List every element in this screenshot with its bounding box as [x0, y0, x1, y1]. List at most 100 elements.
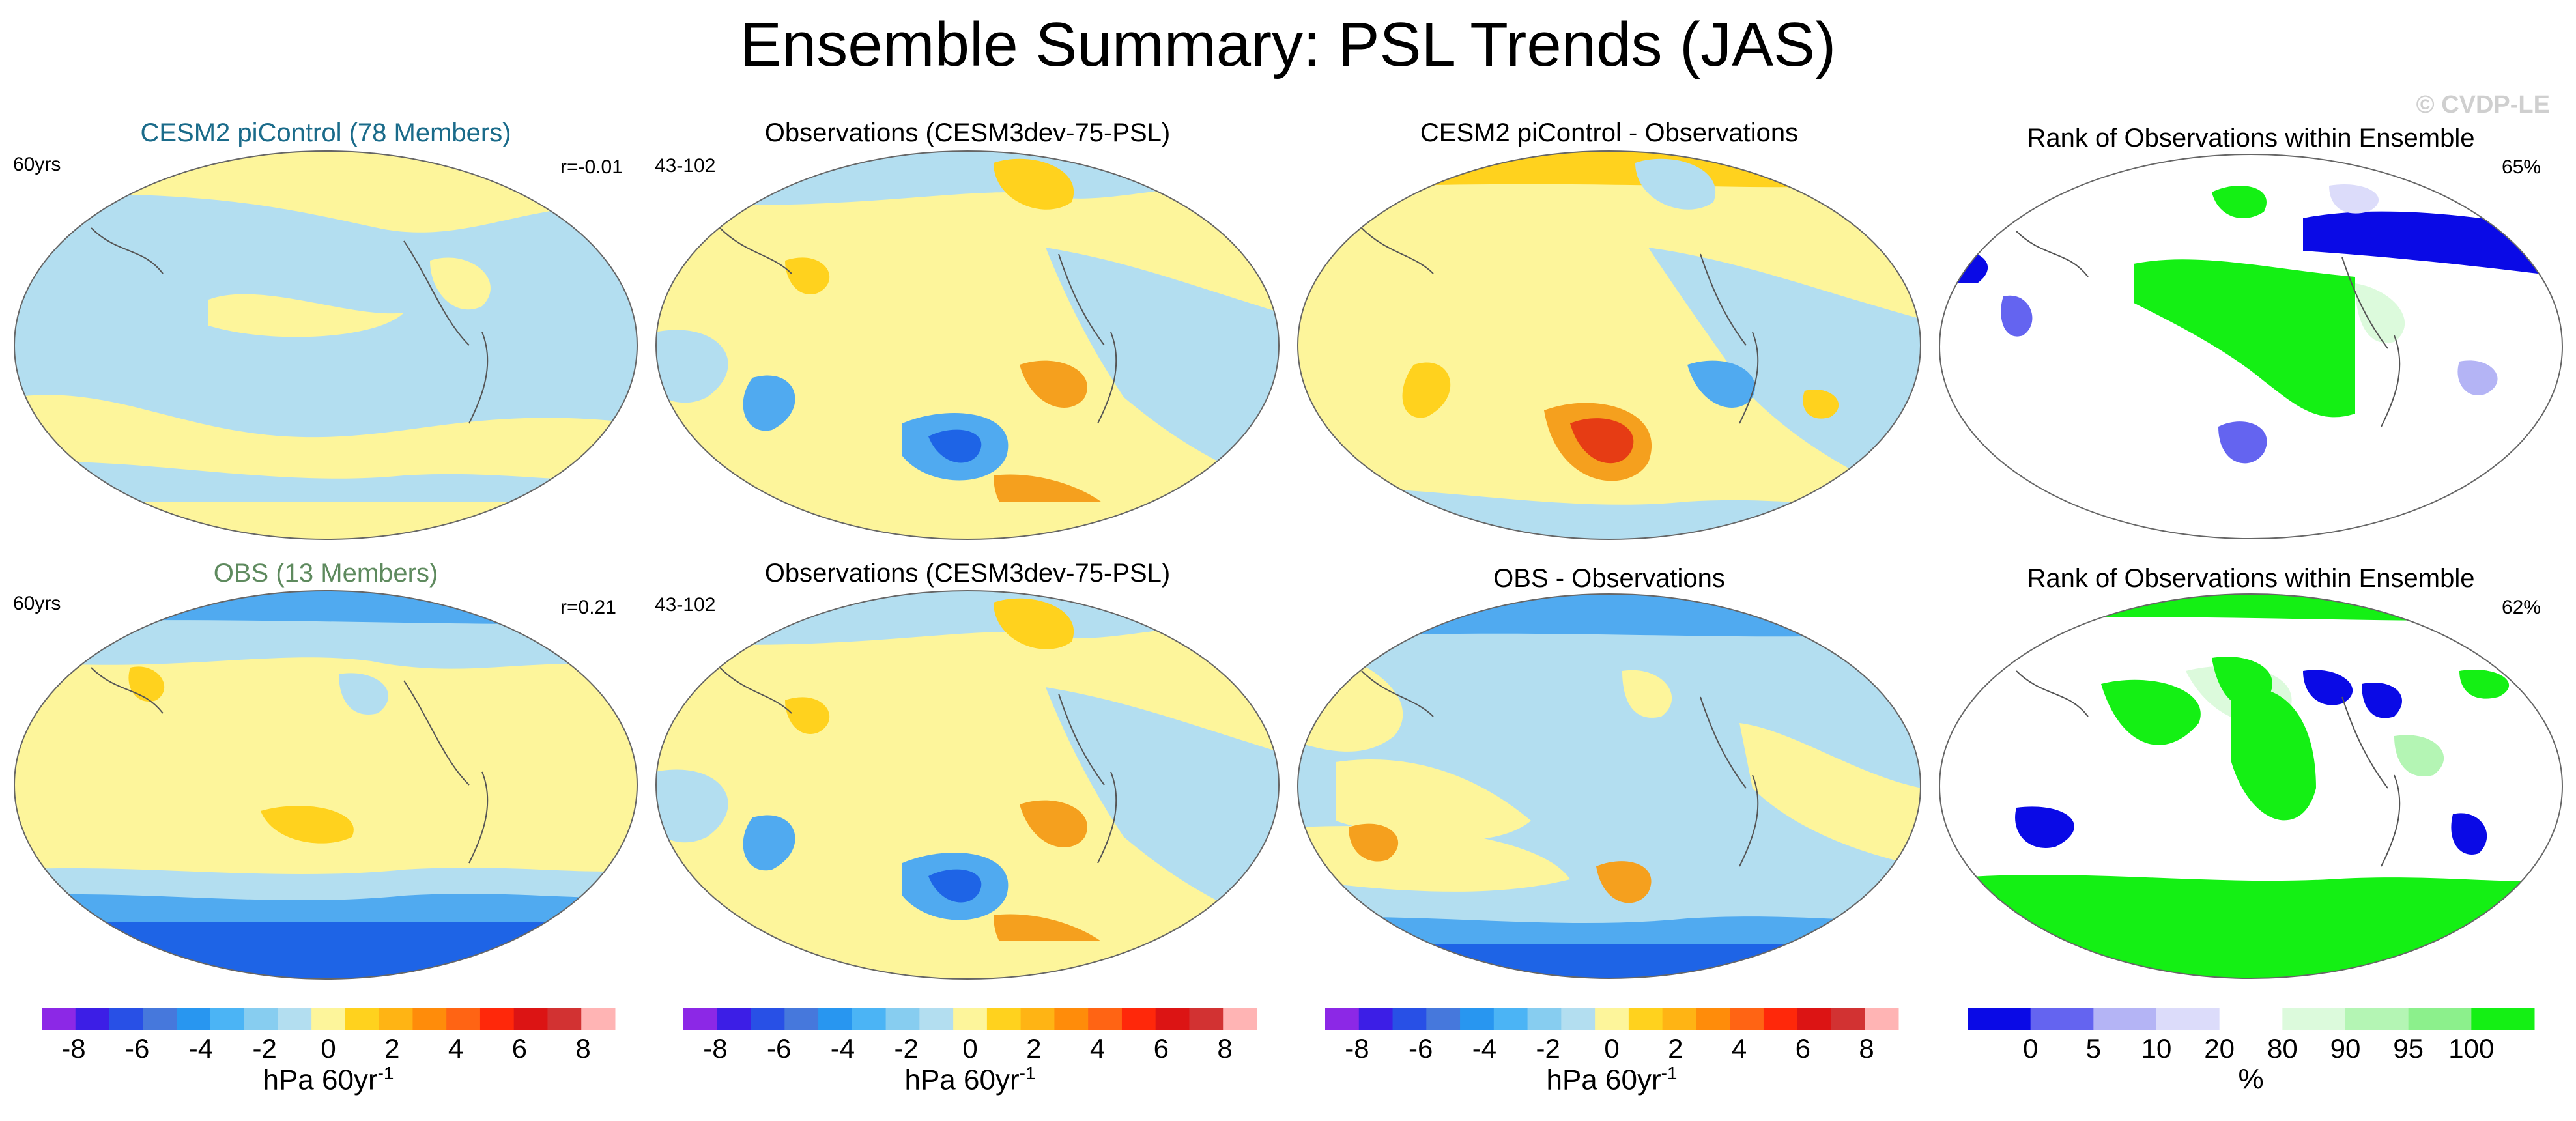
colorbar-box [751, 1008, 785, 1030]
colorbar-box [1325, 1008, 1360, 1030]
panel-title: CESM2 piControl (78 Members) [140, 119, 511, 147]
panel-left-label: 43-102 [655, 155, 716, 177]
colorbar-tick-label: 95 [2393, 1033, 2424, 1064]
colorbar-tick-label: -8 [1345, 1033, 1369, 1064]
colorbar-tick-label: 8 [575, 1033, 590, 1064]
colorbar-label: hPa 60yr-1 [1546, 1063, 1678, 1096]
colorbar-box [1968, 1008, 2031, 1030]
colorbar-box [513, 1008, 548, 1030]
colorbar-box [1189, 1008, 1224, 1030]
colorbar-box [919, 1008, 954, 1030]
colorbar-box [581, 1008, 616, 1030]
panel-title: Rank of Observations within Ensemble [2027, 564, 2475, 593]
map-rank [1939, 154, 2563, 539]
colorbar-box [953, 1008, 988, 1030]
colorbar-label: hPa 60yr-1 [263, 1063, 394, 1096]
colorbar-tick-label: 2 [1026, 1033, 1041, 1064]
colorbar-box [1121, 1008, 1156, 1030]
colorbar-tick-label: 0 [321, 1033, 336, 1064]
colorbar-tick-label: -6 [1409, 1033, 1433, 1064]
panel-title: CESM2 piControl - Observations [1420, 119, 1799, 147]
colorbar-box [1054, 1008, 1089, 1030]
colorbar-tick-label: 0 [2023, 1033, 2038, 1064]
colorbar-box [143, 1008, 177, 1030]
colorbar-tick-label: 4 [1090, 1033, 1105, 1064]
colorbar-box [1865, 1008, 1899, 1030]
map-difference-obs [1297, 593, 1921, 979]
colorbar-box [717, 1008, 752, 1030]
colorbar-tick-label: -6 [125, 1033, 149, 1064]
colorbar-box [177, 1008, 211, 1030]
map-obs-ensemble [14, 590, 638, 980]
colorbar-box [1797, 1008, 1831, 1030]
panel-title: Observations (CESM3dev-75-PSL) [764, 559, 1171, 588]
rank-colorbar: 0 5 10 20 80 90 95 100 [1968, 1008, 2535, 1064]
panel-right-label: r=0.21 [560, 597, 616, 618]
colorbar-box [2219, 1008, 2283, 1030]
panel-right-label: 65% [2502, 156, 2541, 178]
psl-colorbar: -8 -6 -4 -2 0 2 4 6 8 [1325, 1008, 1899, 1064]
colorbar-tick-label: 0 [1604, 1033, 1619, 1064]
panel-title: Observations (CESM3dev-75-PSL) [764, 119, 1171, 147]
colorbar-tick-label: -4 [189, 1033, 213, 1064]
colorbar-box [1831, 1008, 1865, 1030]
colorbar-box [1460, 1008, 1495, 1030]
colorbar-tick-label: 4 [1732, 1033, 1747, 1064]
colorbar-box [1223, 1008, 1257, 1030]
colorbar-box [1561, 1008, 1596, 1030]
colorbar-box [1155, 1008, 1190, 1030]
colorbar-tick-label: 10 [2141, 1033, 2172, 1064]
panel-left-label: 43-102 [655, 594, 716, 616]
psl-colorbar: -8 -6 -4 -2 0 2 4 6 8 [683, 1008, 1257, 1064]
colorbar-box [1662, 1008, 1696, 1030]
panel-left-label: 60yrs [13, 154, 61, 175]
watermark: © CVDP-LE [2416, 91, 2550, 119]
panel-right-label: r=-0.01 [560, 156, 623, 178]
colorbar-box [109, 1008, 143, 1030]
colorbar-label: % [2238, 1063, 2264, 1095]
colorbar-box [244, 1008, 278, 1030]
panel-title: OBS (13 Members) [213, 559, 438, 588]
colorbar-tick-label: -6 [767, 1033, 791, 1064]
colorbar-tick-label: -8 [61, 1033, 85, 1064]
panel-title: Rank of Observations within Ensemble [2027, 124, 2475, 152]
colorbar-box [379, 1008, 413, 1030]
colorbar-box [1628, 1008, 1663, 1030]
colorbar-box [1020, 1008, 1055, 1030]
panel-title: OBS - Observations [1493, 564, 1725, 593]
colorbar-box [278, 1008, 312, 1030]
colorbar-box [210, 1008, 245, 1030]
colorbar-tick-label: 20 [2204, 1033, 2235, 1064]
colorbar-tick-label: -4 [1472, 1033, 1496, 1064]
colorbar-box [479, 1008, 515, 1030]
colorbar-box [2156, 1008, 2220, 1030]
colorbar-box [1696, 1008, 1730, 1030]
colorbar-box [885, 1008, 920, 1030]
colorbar-tick-label: 6 [1154, 1033, 1169, 1064]
colorbar-box [345, 1008, 380, 1030]
colorbar-tick-label: -4 [831, 1033, 855, 1064]
colorbar-box [446, 1008, 481, 1030]
colorbar-tick-label: 2 [1668, 1033, 1683, 1064]
colorbar-box [986, 1008, 1022, 1030]
colorbar-tick-label: 6 [512, 1033, 527, 1064]
colorbar-label: hPa 60yr-1 [904, 1063, 1036, 1096]
colorbar-box [1088, 1008, 1123, 1030]
colorbar-tick-label: 80 [2267, 1033, 2298, 1064]
page-title: Ensemble Summary: PSL Trends (JAS) [739, 10, 1837, 79]
colorbar-tick-label: 8 [1217, 1033, 1232, 1064]
colorbar-tick-label: 8 [1859, 1033, 1874, 1064]
colorbar-tick-label: -2 [253, 1033, 277, 1064]
panel-right-label: 62% [2502, 597, 2541, 618]
colorbar-tick-label: 0 [962, 1033, 977, 1064]
colorbar-box [852, 1008, 887, 1030]
colorbar-box [311, 1008, 346, 1030]
colorbar-tick-label: -8 [703, 1033, 727, 1064]
colorbar-box [1426, 1008, 1461, 1030]
colorbar-tick-label: -2 [1536, 1033, 1560, 1064]
map-observations [655, 150, 1280, 540]
colorbar-box [1527, 1008, 1562, 1030]
colorbar-box [75, 1008, 110, 1030]
colorbar-box [1763, 1008, 1798, 1030]
colorbar-box [2408, 1008, 2472, 1030]
